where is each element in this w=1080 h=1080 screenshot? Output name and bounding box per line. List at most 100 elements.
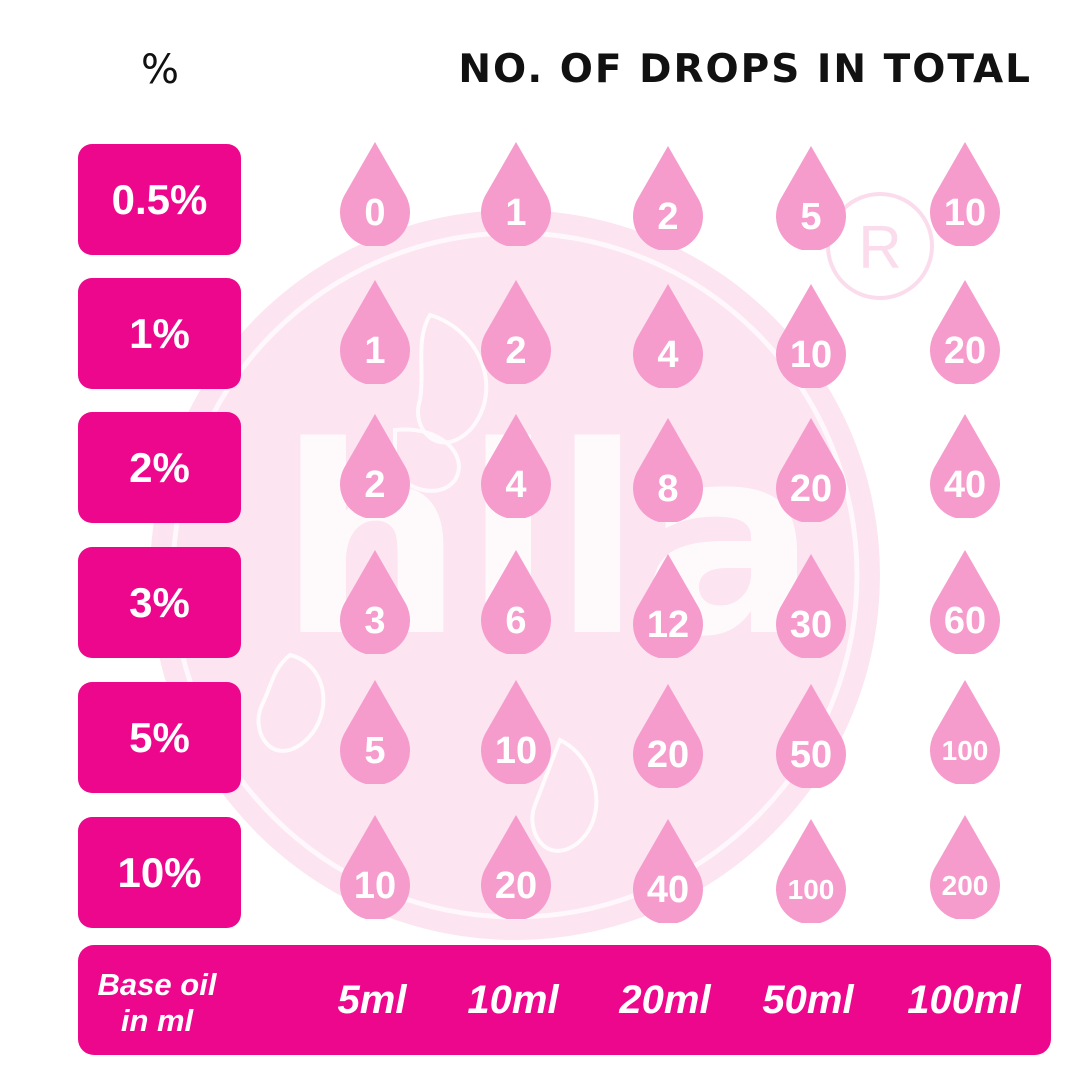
droplet-icon [633,684,703,788]
drop-cell: 30 [775,554,847,658]
drop-cell: 2 [480,280,552,384]
drop-cell: 200 [929,815,1001,919]
volume-10ml: 10ml [467,978,559,1022]
drop-count: 6 [505,599,527,642]
base-oil-label-line1: Base oil [97,967,217,1002]
droplet-icon [340,550,410,654]
drop-count: 2 [505,329,527,372]
droplet-icon [776,146,846,250]
droplet-icon [930,815,1000,919]
drop-count: 40 [646,868,690,911]
drop-cell: 10 [339,815,411,919]
droplet-icon [633,554,703,658]
droplet-icon [340,280,410,384]
drop-cell: 100 [775,819,847,923]
drop-cell: 1 [339,280,411,384]
drop-cell: 40 [929,414,1001,518]
drop-count: 0 [364,191,386,234]
drop-count: 10 [353,864,397,907]
droplet-icon [930,142,1000,246]
droplet-icon [481,550,551,654]
drop-cell: 1 [480,142,552,246]
droplet-icon [930,550,1000,654]
drop-cell: 0 [339,142,411,246]
base-oil-label: Base oil in ml [78,967,236,1039]
volume-100ml: 100ml [907,978,1021,1022]
droplet-icon [481,815,551,919]
drop-cell: 50 [775,684,847,788]
registered-mark: R [858,214,901,281]
drop-count: 50 [789,733,833,776]
drop-cell: 8 [632,418,704,522]
drop-cell: 20 [775,418,847,522]
drop-cell: 3 [339,550,411,654]
base-oil-bar: Base oil in ml 5ml 10ml 20ml 50ml 100ml [78,945,1051,1055]
drop-cell: 6 [480,550,552,654]
drop-count: 10 [494,729,538,772]
droplet-icon [481,142,551,246]
drop-count: 60 [943,599,987,642]
drop-count: 8 [657,467,679,510]
droplet-icon [776,819,846,923]
drop-count: 100 [941,735,989,766]
volume-5ml: 5ml [337,978,407,1022]
drop-count: 20 [789,467,833,510]
droplet-icon [776,418,846,522]
droplet-icon [633,146,703,250]
drop-cell: 40 [632,819,704,923]
droplet-icon [930,414,1000,518]
droplet-icon [633,284,703,388]
drop-cell: 2 [632,146,704,250]
drop-count: 2 [364,463,386,506]
drop-count: 20 [494,864,538,907]
drop-cell: 4 [480,414,552,518]
drop-cell: 4 [632,284,704,388]
percent-box-10: 10% [78,817,241,928]
drop-count: 10 [943,191,987,234]
drop-count: 10 [789,333,833,376]
droplet-icon [481,680,551,784]
percent-box-3: 3% [78,547,241,658]
drop-count: 1 [505,191,527,234]
drop-count: 12 [646,603,690,646]
drop-count: 200 [941,870,989,901]
drop-count: 4 [657,333,679,376]
droplet-icon [340,815,410,919]
drop-count: 30 [789,603,833,646]
droplet-icon [481,280,551,384]
percent-box-0-5: 0.5% [78,144,241,255]
percent-box-1: 1% [78,278,241,389]
drop-cell: 60 [929,550,1001,654]
droplet-icon [930,280,1000,384]
droplet-icon [633,819,703,923]
drop-cell: 10 [480,680,552,784]
droplet-icon [340,142,410,246]
droplet-icon [776,284,846,388]
drop-count: 20 [943,329,987,372]
droplet-icon [340,680,410,784]
drop-count: 100 [787,874,835,905]
percent-box-2: 2% [78,412,241,523]
drop-count: 2 [657,195,679,238]
drop-cell: 10 [775,284,847,388]
drop-cell: 2 [339,414,411,518]
droplet-icon [776,684,846,788]
droplet-icon [481,414,551,518]
drop-cell: 100 [929,680,1001,784]
droplet-icon [930,680,1000,784]
volume-50ml: 50ml [762,978,854,1022]
drop-count: 1 [364,329,386,372]
drop-cell: 5 [775,146,847,250]
droplet-icon [633,418,703,522]
droplet-icon [776,554,846,658]
drop-count: 3 [364,599,386,642]
droplet-icon [340,414,410,518]
drop-count: 5 [800,195,822,238]
drop-cell: 20 [480,815,552,919]
drop-cell: 20 [929,280,1001,384]
percent-column-header: % [140,47,179,93]
drop-count: 20 [646,733,690,776]
drop-count: 4 [505,463,527,506]
drop-count: 5 [364,729,386,772]
